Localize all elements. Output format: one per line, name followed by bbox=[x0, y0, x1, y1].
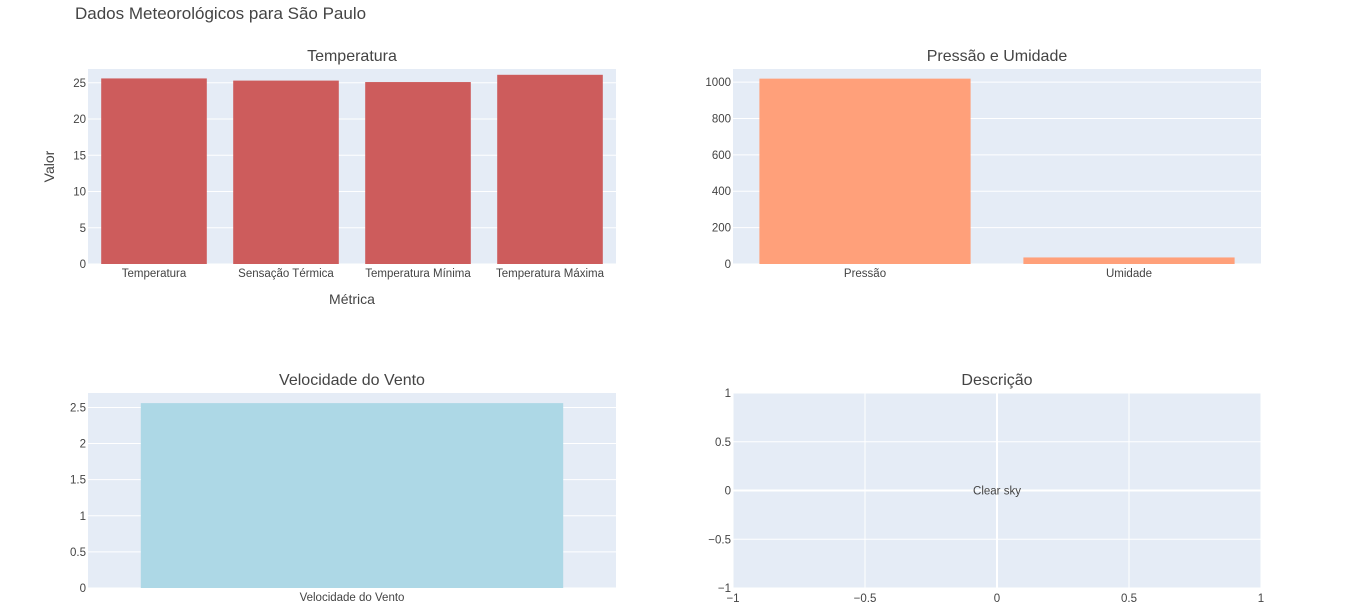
chart-title: Descrição bbox=[961, 372, 1032, 389]
chart-title: Velocidade do Vento bbox=[279, 372, 425, 389]
y-tick-label: 0.5 bbox=[715, 437, 731, 449]
y-tick-label: 0 bbox=[80, 259, 86, 271]
y-tick-label: 20 bbox=[73, 114, 86, 126]
bar[interactable] bbox=[140, 403, 564, 588]
chart-title: Temperatura bbox=[307, 48, 397, 65]
y-tick-label: 25 bbox=[73, 78, 86, 90]
y-tick-label: 1000 bbox=[705, 77, 731, 89]
annotation-text: Clear sky bbox=[973, 486, 1021, 498]
y-tick-label: 0.5 bbox=[70, 547, 86, 559]
chart-panel-1: 0 5 10 15 20 25 Temperatura Temperatura Sensação… bbox=[41, 48, 616, 307]
x-tick-label: −0.5 bbox=[854, 593, 877, 605]
y-tick-label: 1 bbox=[725, 388, 731, 400]
bar[interactable] bbox=[101, 78, 207, 264]
x-tick-label: Temperatura bbox=[122, 268, 187, 280]
y-tick-label: 15 bbox=[73, 150, 86, 162]
x-tick-label: Pressão bbox=[844, 268, 886, 280]
y-tick-label: 0 bbox=[725, 259, 731, 271]
chart-panel-4: −1 −0.5 0 0.5 1 Descrição −1 −0.5 0 0.5 1 Clear sky bbox=[708, 372, 1264, 605]
x-tick-label: 0 bbox=[994, 593, 1000, 605]
y-axis-title: Valor bbox=[41, 150, 57, 182]
x-tick-label: Temperatura Mínima bbox=[365, 268, 471, 280]
bar[interactable] bbox=[365, 82, 471, 264]
bar[interactable] bbox=[233, 80, 339, 264]
y-tick-label: 200 bbox=[712, 223, 731, 235]
x-tick-label: Umidade bbox=[1106, 268, 1152, 280]
y-tick-label: 800 bbox=[712, 113, 731, 125]
y-tick-label: 0 bbox=[725, 486, 731, 498]
chart-panel-3: 0 0.5 1 1.5 2 2.5 Velocidade do Vento Velocidad… bbox=[70, 372, 616, 604]
y-tick-label: 600 bbox=[712, 150, 731, 162]
page-title: Dados Meteorológicos para São Paulo bbox=[75, 4, 366, 23]
y-tick-label: 1.5 bbox=[70, 475, 86, 487]
x-tick-label: 1 bbox=[1258, 593, 1264, 605]
chart-panel-2: 0 200 400 600 800 1000 Pressão e Umidade Pressã… bbox=[705, 48, 1261, 280]
y-tick-label: −0.5 bbox=[708, 534, 731, 546]
x-tick-label: −1 bbox=[726, 593, 739, 605]
chart-title: Pressão e Umidade bbox=[927, 48, 1068, 65]
x-tick-label: Temperatura Máxima bbox=[496, 268, 605, 280]
bar[interactable] bbox=[759, 78, 971, 264]
y-tick-label: 2.5 bbox=[70, 402, 86, 414]
y-tick-label: 1 bbox=[80, 511, 86, 523]
x-tick-label: Sensação Térmica bbox=[238, 268, 334, 280]
y-tick-label: 5 bbox=[80, 223, 86, 235]
x-tick-label: 0.5 bbox=[1121, 593, 1137, 605]
bar[interactable] bbox=[497, 74, 603, 264]
y-tick-label: −1 bbox=[718, 583, 731, 595]
x-axis-title: Métrica bbox=[329, 291, 375, 307]
y-tick-label: 0 bbox=[80, 583, 86, 595]
y-tick-label: 400 bbox=[712, 186, 731, 198]
y-tick-label: 2 bbox=[80, 439, 86, 451]
y-tick-label: 10 bbox=[73, 187, 86, 199]
x-tick-label: Velocidade do Vento bbox=[300, 592, 405, 604]
bar[interactable] bbox=[1023, 257, 1235, 264]
